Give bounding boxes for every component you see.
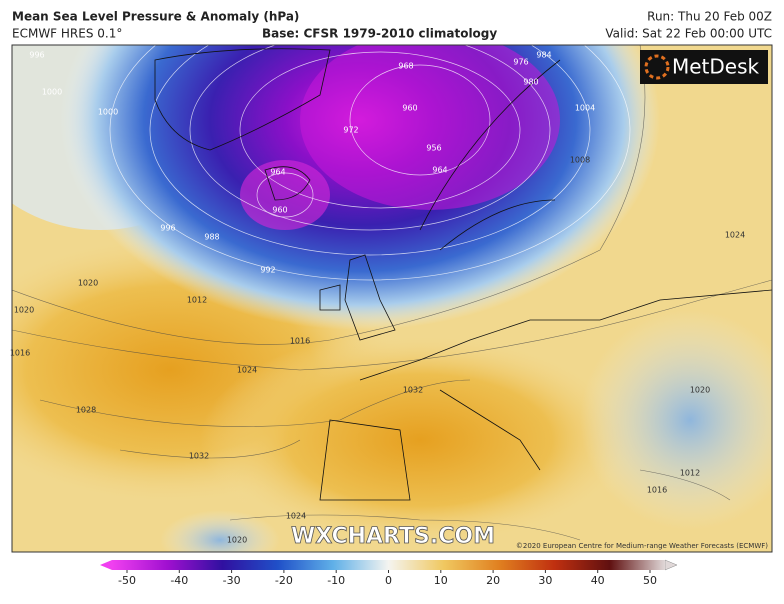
isobar-label: 1020 xyxy=(14,306,34,315)
logo-box xyxy=(640,50,768,84)
colorbar-arrow xyxy=(100,560,112,570)
logo: MetDesk xyxy=(672,55,760,79)
isobar-label: 984 xyxy=(536,51,551,60)
isobar-label: 992 xyxy=(260,266,275,275)
isobar-label: 1016 xyxy=(10,349,30,358)
colorbar-tick-label: -10 xyxy=(327,574,345,587)
copyright: ©2020 European Centre for Medium-range W… xyxy=(516,542,768,550)
isobar-label: 968 xyxy=(398,62,413,71)
map-field xyxy=(12,45,772,552)
isobar-label: 1024 xyxy=(237,366,257,375)
colorbar-tick-label: 20 xyxy=(486,574,500,587)
colorbar-arrow xyxy=(664,559,678,571)
isobar-label: 956 xyxy=(426,144,441,153)
isobar-label: 1016 xyxy=(290,337,310,346)
colorbar-tick-label: 10 xyxy=(434,574,448,587)
isobar-label: 996 xyxy=(160,224,175,233)
title: Mean Sea Level Pressure & Anomaly (hPa) xyxy=(12,10,299,24)
isobar-label: 976 xyxy=(513,58,528,67)
isobar-label: 1004 xyxy=(575,104,595,113)
isobar-label: 988 xyxy=(204,233,219,242)
isobar-label: 1032 xyxy=(189,452,209,461)
isobar-label: 1008 xyxy=(570,156,590,165)
watermark: WXCHARTS.COM xyxy=(291,524,495,549)
colorbar-tick-label: 40 xyxy=(591,574,605,587)
isobar-label: 1016 xyxy=(647,486,667,495)
isobar-label: 1000 xyxy=(42,88,62,97)
isobar-label: 1020 xyxy=(227,536,247,545)
run: Run: Thu 20 Feb 00Z xyxy=(647,10,772,24)
colorbar xyxy=(112,560,665,570)
colorbar-tick-label: -20 xyxy=(275,574,293,587)
map-frame xyxy=(11,44,773,553)
isobar-label: 1032 xyxy=(403,386,423,395)
isobar-label: 1028 xyxy=(76,406,96,415)
base: Base: CFSR 1979-2010 climatology xyxy=(262,27,497,41)
colorbar-tick-label: -40 xyxy=(170,574,188,587)
isobar-label: 972 xyxy=(343,126,358,135)
isobar-label: 1020 xyxy=(690,386,710,395)
isobar-label: 960 xyxy=(402,104,417,113)
isobar-label: 1000 xyxy=(98,108,118,117)
colorbar-tick-label: -30 xyxy=(223,574,241,587)
isobar-label: 1012 xyxy=(680,469,700,478)
isobar-label: 1024 xyxy=(725,231,745,240)
logo-icon xyxy=(644,54,670,80)
valid: Valid: Sat 22 Feb 00:00 UTC xyxy=(605,27,772,41)
coastline xyxy=(154,48,772,501)
isobar-label: 1020 xyxy=(78,279,98,288)
colorbar-tick-label: -50 xyxy=(118,574,136,587)
colorbar-tick-label: 50 xyxy=(643,574,657,587)
model: ECMWF HRES 0.1° xyxy=(12,27,122,41)
colorbar-tick-label: 0 xyxy=(385,574,392,587)
isobar-label: 960 xyxy=(272,206,287,215)
isobar-label: 1012 xyxy=(187,296,207,305)
isobar-label: 964 xyxy=(270,168,285,177)
isobar-label: 996 xyxy=(29,51,44,60)
isobar-label: 980 xyxy=(523,78,538,87)
isobar-label: 1024 xyxy=(286,512,306,521)
colorbar-tick-label: 30 xyxy=(538,574,552,587)
isobar-label: 964 xyxy=(432,166,447,175)
